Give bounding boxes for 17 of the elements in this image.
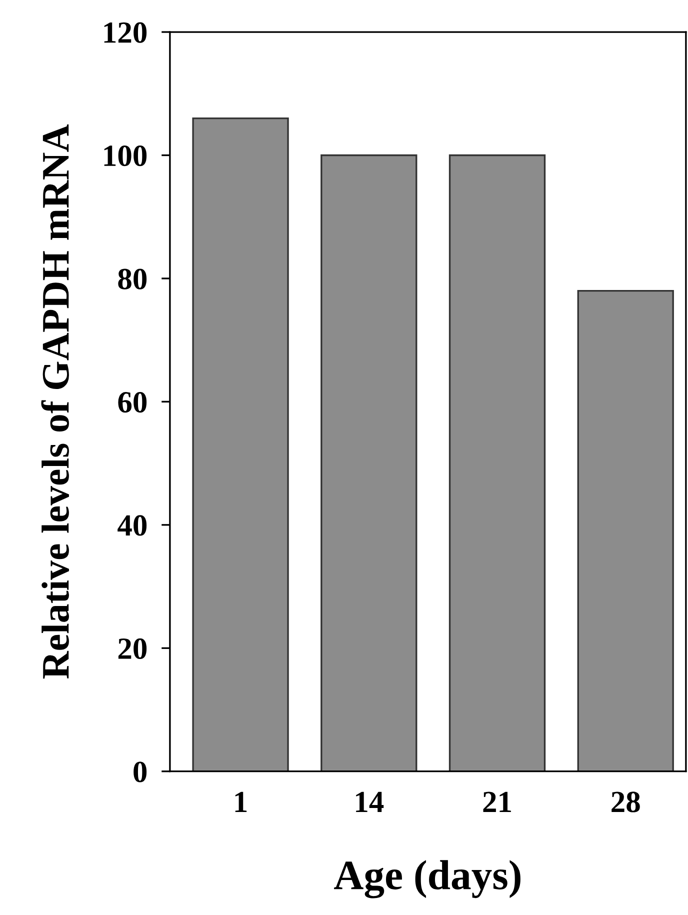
y-tick-label: 60: [118, 392, 147, 413]
bar: [320, 154, 418, 772]
y-tick-label: 80: [118, 268, 147, 290]
bar: [577, 290, 674, 772]
bar: [192, 117, 289, 772]
x-tick-label: 21: [483, 792, 511, 812]
y-tick-label: 0: [134, 762, 147, 782]
x-tick-label: 14: [356, 792, 384, 812]
y-tick-label: 100: [104, 146, 147, 166]
y-axis-title: Relative levels of GAPDH mRNA: [41, 124, 69, 679]
x-tick-label: 28: [612, 792, 640, 812]
x-tick-label: 1: [235, 792, 247, 812]
y-tick-label: 40: [118, 515, 147, 536]
x-axis-title: Age (days): [334, 860, 520, 898]
bar: [448, 154, 546, 772]
y-tick-label: 120: [104, 22, 147, 43]
y-tick-label: 20: [118, 638, 147, 660]
